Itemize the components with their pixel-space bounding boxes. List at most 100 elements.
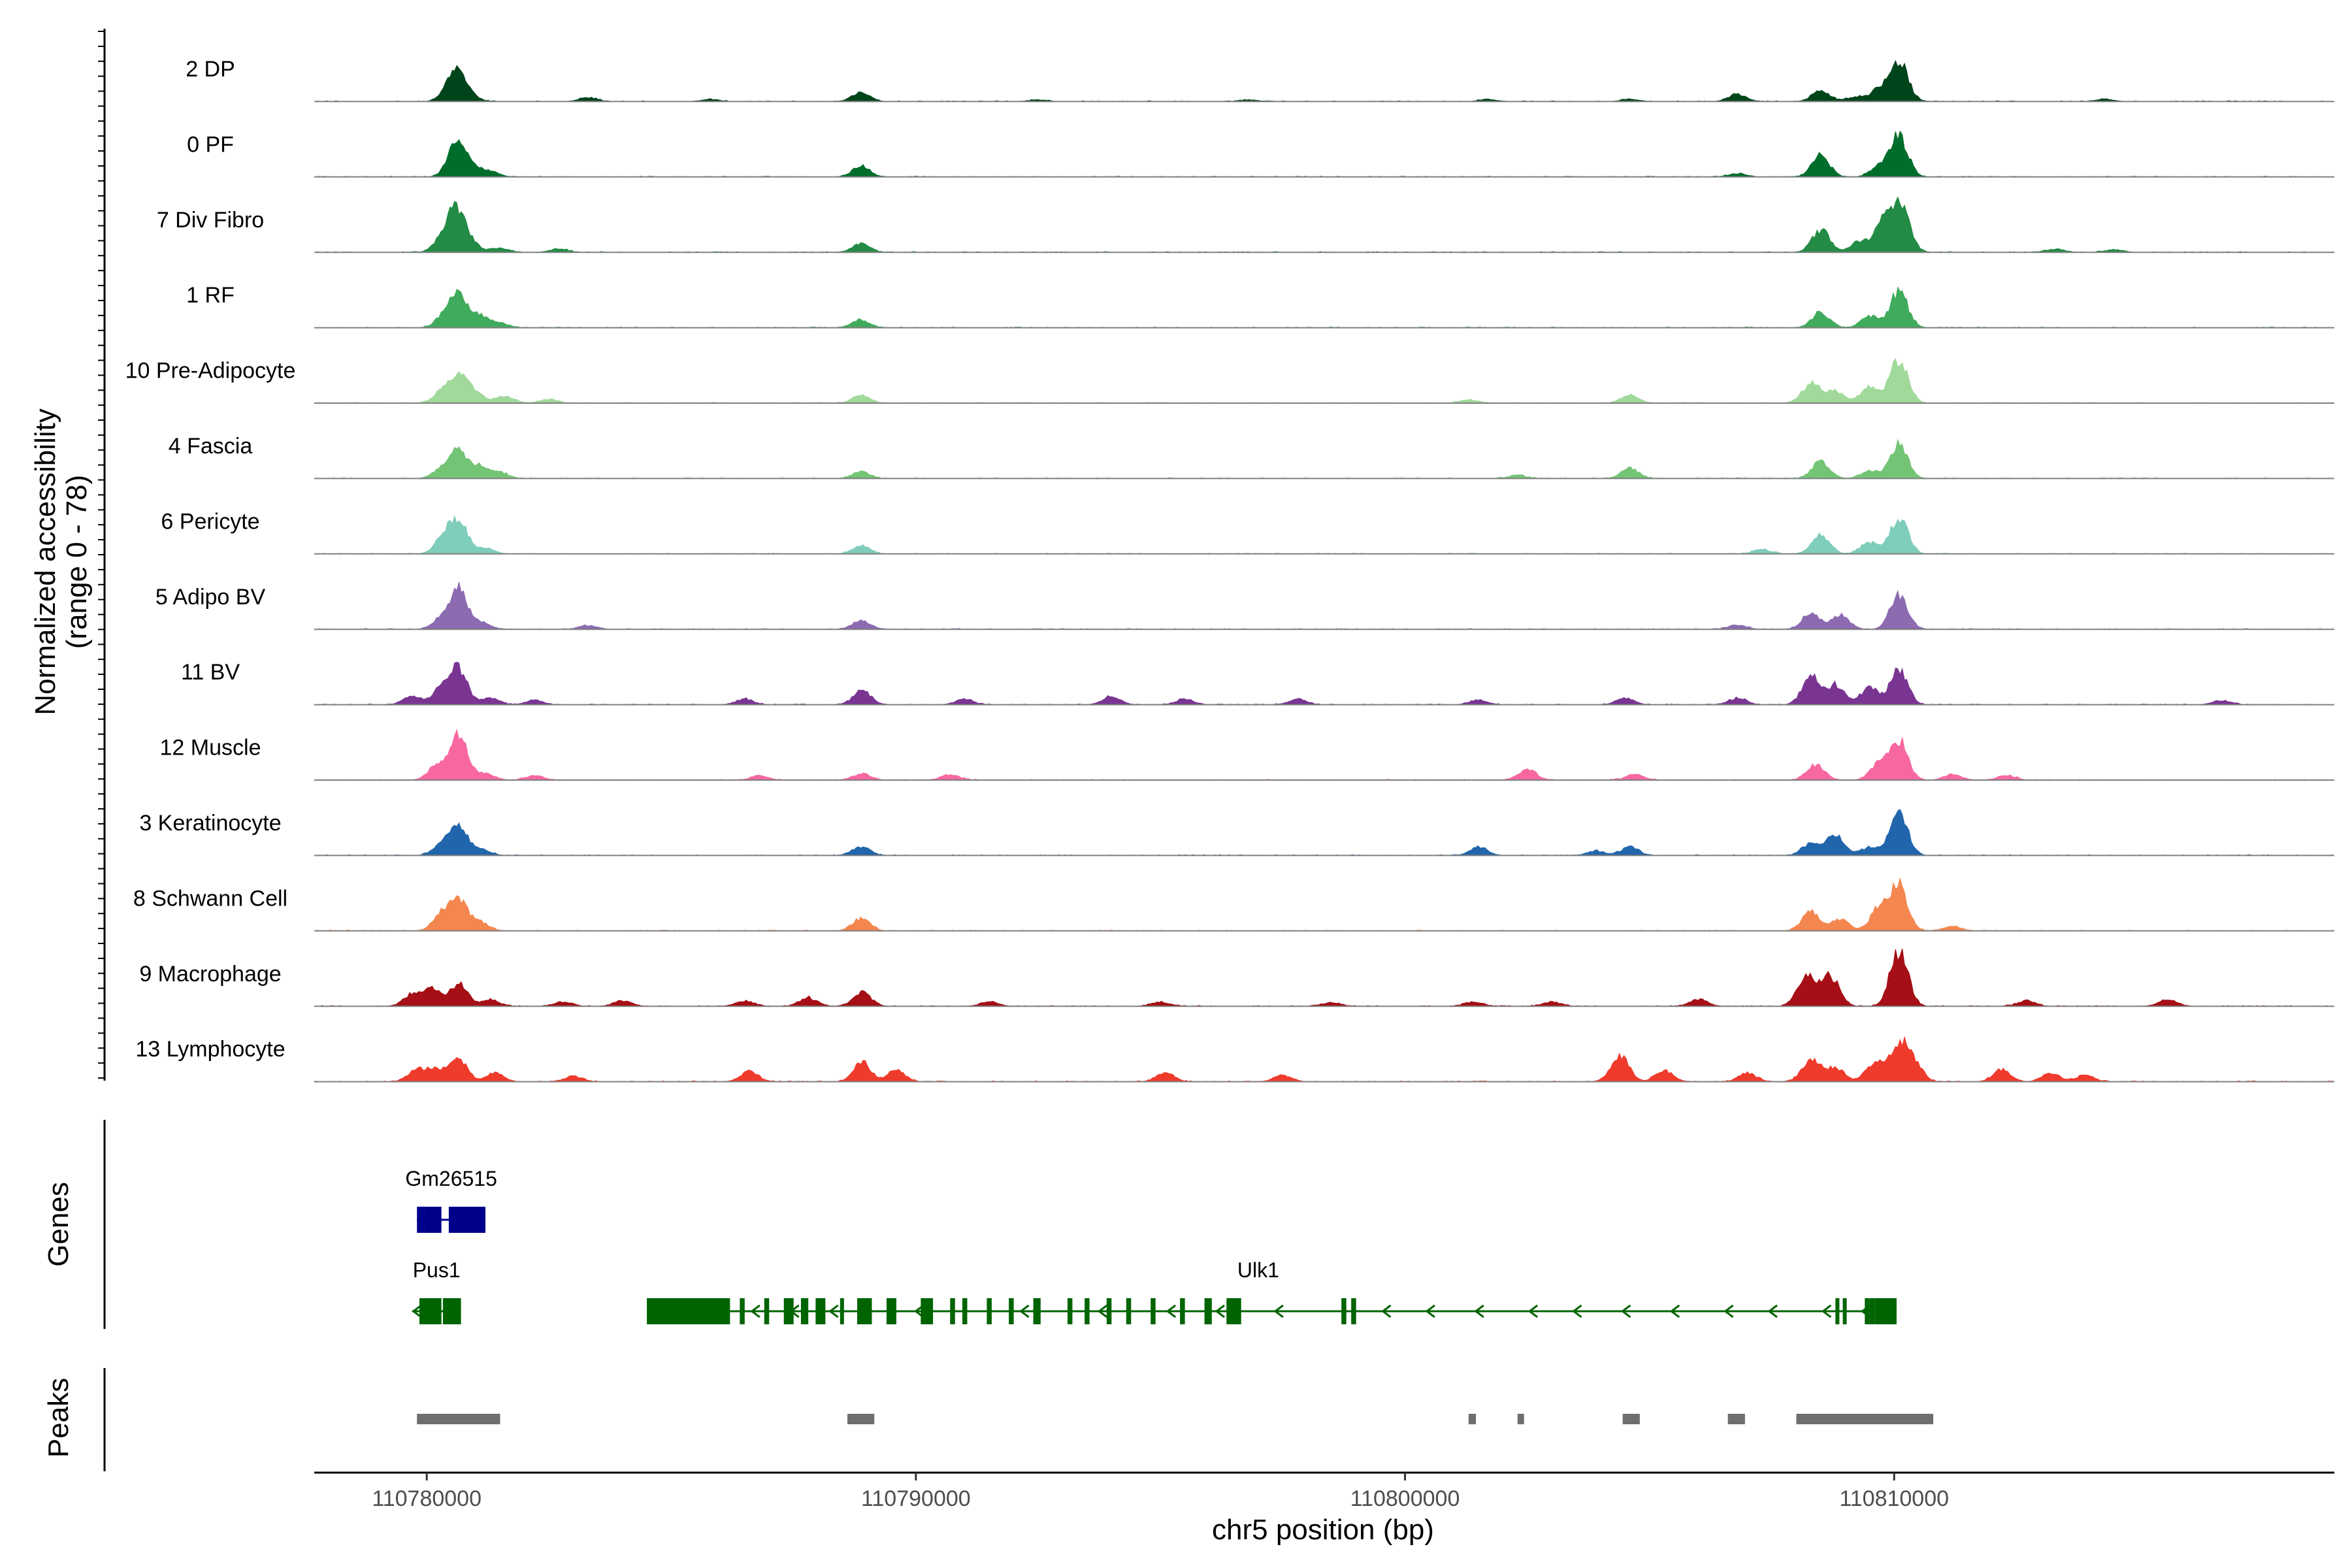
- gene-exon: [800, 1298, 809, 1324]
- y-axis-title-line1: Normalized accessibility: [29, 408, 61, 715]
- x-tick-label: 110790000: [861, 1486, 971, 1511]
- track-label: 1 RF: [186, 283, 235, 308]
- strand-arrow: [1273, 1304, 1284, 1318]
- gene-exon: [921, 1298, 934, 1324]
- strand-arrow: [1767, 1304, 1778, 1318]
- gene-exon: [417, 1207, 425, 1233]
- track-label: 4 Fascia: [169, 434, 253, 459]
- strand-arrow: [1821, 1304, 1832, 1318]
- gene-label: Pus1: [413, 1258, 461, 1282]
- strand-arrow: [1723, 1304, 1734, 1318]
- coverage-area: [314, 515, 2335, 555]
- gene-exon: [950, 1298, 955, 1324]
- gene-exon: [962, 1298, 968, 1324]
- strand-arrow: [1669, 1304, 1680, 1318]
- gene-exon: [1874, 1298, 1897, 1324]
- strand-arrow: [789, 1304, 800, 1318]
- coverage-area: [314, 809, 2334, 856]
- gene-exon: [857, 1298, 872, 1324]
- genes-panel-label: Genes: [42, 1182, 74, 1267]
- x-tick-label: 110780000: [372, 1486, 482, 1511]
- coverage-area: [314, 196, 2335, 253]
- strand-arrow: [1097, 1304, 1108, 1318]
- track-label: 11 BV: [181, 660, 240, 685]
- peak-region: [1517, 1414, 1524, 1424]
- gene-exon: [1351, 1298, 1356, 1324]
- gene-exon: [764, 1298, 770, 1324]
- gene-exon: [647, 1298, 730, 1324]
- track-8-schwann-cell: 8 Schwann Cell: [133, 877, 2334, 932]
- track-label: 0 PF: [187, 132, 234, 157]
- coverage-area: [314, 877, 2334, 932]
- track-13-lymphocyte: 13 Lymphocyte: [135, 1036, 2335, 1083]
- track-2-dp: 2 DP: [186, 57, 2334, 103]
- track-1-rf: 1 RF: [186, 283, 2334, 329]
- coverage-area: [314, 581, 2334, 630]
- gene-exon: [442, 1298, 461, 1324]
- x-axis-title: chr5 position (bp): [1212, 1514, 1434, 1546]
- track-6-pericyte: 6 Pericyte: [161, 509, 2335, 555]
- strand-arrow: [828, 1304, 839, 1318]
- coverage-area: [314, 286, 2334, 329]
- strand-arrow: [1572, 1304, 1582, 1318]
- track-12-muscle: 12 Muscle: [160, 728, 2334, 781]
- coverage-area: [314, 728, 2334, 781]
- track-5-adipo-bv: 5 Adipo BV: [155, 581, 2334, 630]
- gene-exon: [419, 1298, 442, 1324]
- strand-arrow: [750, 1304, 760, 1318]
- x-tick-label: 110810000: [1839, 1486, 1949, 1511]
- peak-region: [847, 1414, 875, 1424]
- gene-exon: [448, 1207, 486, 1233]
- gene-exon: [1204, 1298, 1212, 1324]
- gene-label: Gm26515: [405, 1167, 497, 1190]
- gene-pus1: Pus1: [412, 1258, 461, 1324]
- gene-exon: [1009, 1298, 1014, 1324]
- track-label: 9 Macrophage: [139, 962, 281, 987]
- track-0-pf: 0 PF: [187, 130, 2334, 178]
- gene-ulk1: Ulk1: [647, 1258, 1897, 1324]
- strand-arrow: [1381, 1304, 1392, 1318]
- gene-exon: [1835, 1298, 1840, 1324]
- gene-exon: [1126, 1298, 1132, 1324]
- gene-exon: [1180, 1298, 1185, 1324]
- strand-arrow: [706, 1304, 717, 1318]
- track-label: 10 Pre-Adipocyte: [125, 359, 296, 384]
- strand-arrow: [1474, 1304, 1484, 1318]
- gene-exon: [1233, 1298, 1241, 1324]
- strand-arrow: [1860, 1304, 1871, 1318]
- gene-exon: [1869, 1298, 1875, 1324]
- track-3-keratinocyte: 3 Keratinocyte: [139, 809, 2334, 857]
- peak-region: [1796, 1414, 1934, 1424]
- peaks-panel-label: Peaks: [42, 1378, 74, 1458]
- coverage-area: [314, 357, 2334, 404]
- strand-arrow: [1425, 1304, 1435, 1318]
- coverage-tracks: 2 DP 0 PF 7 Div Fibro 1 RF 10 Pre-Adipocyte 4…: [125, 57, 2335, 1083]
- track-10-pre-adipocyte: 10 Pre-Adipocyte: [125, 357, 2334, 404]
- gene-exon: [815, 1298, 826, 1324]
- gene-exon: [1033, 1298, 1041, 1324]
- track-7-div-fibro: 7 Div Fibro: [157, 196, 2335, 253]
- x-tick-label: 110800000: [1350, 1486, 1460, 1511]
- strand-arrow: [1215, 1304, 1225, 1318]
- track-label: 13 Lymphocyte: [135, 1037, 285, 1062]
- coverage-area: [314, 438, 2334, 479]
- gene-exon: [1842, 1298, 1847, 1324]
- gene-exon: [424, 1207, 442, 1233]
- strand-arrow: [1527, 1304, 1539, 1318]
- track-11-bv: 11 BV: [181, 660, 2334, 706]
- track-label: 5 Adipo BV: [155, 585, 266, 610]
- track-label: 12 Muscle: [160, 736, 261, 760]
- strand-arrow: [1019, 1304, 1030, 1318]
- strand-arrow: [412, 1304, 422, 1318]
- strand-arrow: [1620, 1304, 1631, 1318]
- coverage-area: [314, 661, 2334, 706]
- coverage-area: [314, 949, 2334, 1007]
- strand-arrow: [416, 1213, 427, 1227]
- track-label: 3 Keratinocyte: [139, 811, 281, 836]
- strand-arrow: [1166, 1304, 1177, 1318]
- gene-exon: [1226, 1298, 1234, 1324]
- gene-exon: [740, 1298, 745, 1324]
- gene-exon: [783, 1298, 794, 1324]
- y-axis-title-line2: (range 0 - 78): [61, 475, 93, 649]
